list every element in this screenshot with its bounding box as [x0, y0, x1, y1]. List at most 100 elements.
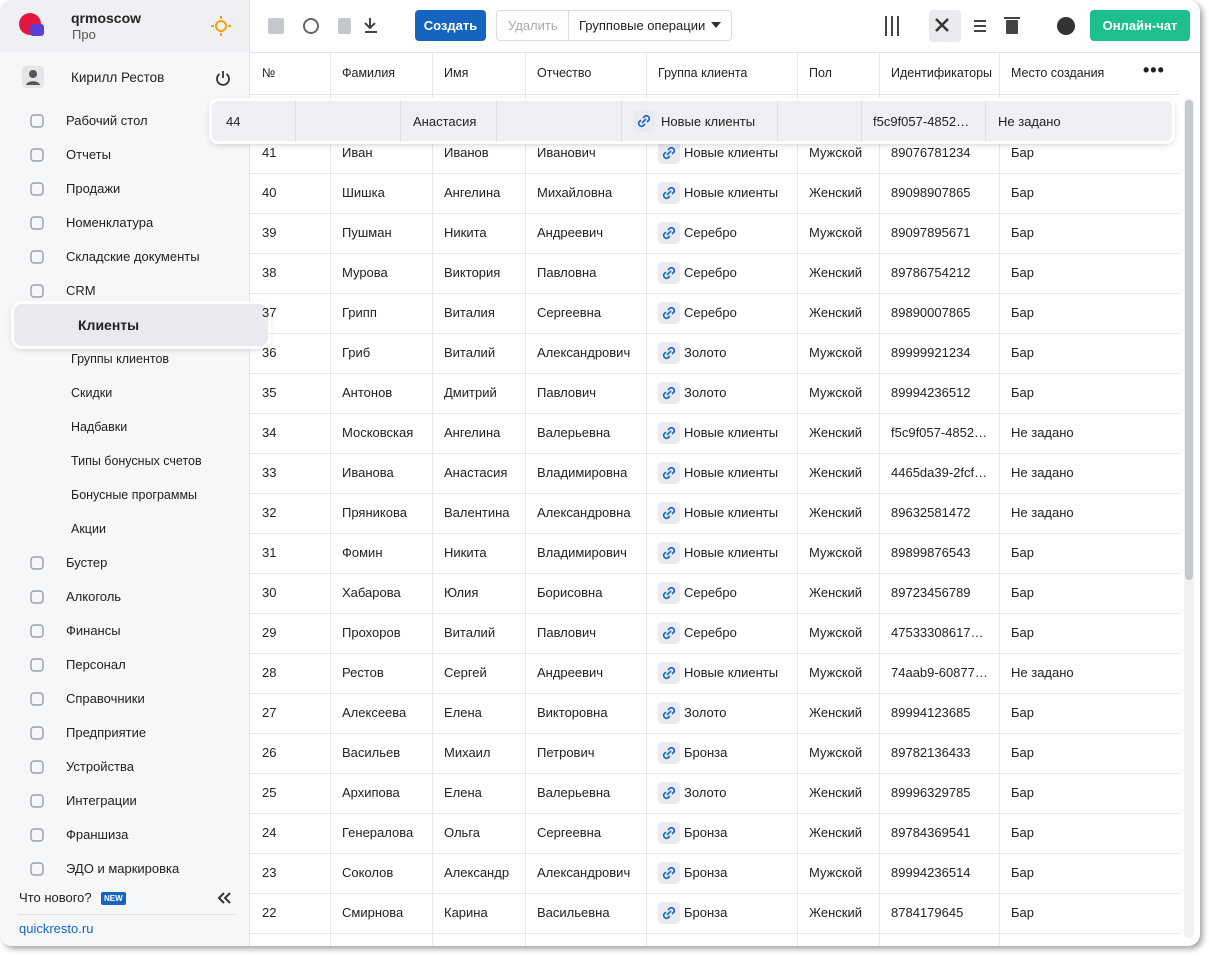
active-nav-item[interactable]	[14, 304, 268, 346]
link-icon[interactable]	[658, 302, 680, 324]
table-cell: 38	[262, 265, 277, 280]
table-cell: Никита	[444, 225, 487, 240]
nav-subitem[interactable]: Типы бонусных счетов	[71, 454, 202, 468]
nav-item[interactable]: Франшиза	[66, 827, 129, 842]
column-header[interactable]: Фамилия	[342, 66, 396, 80]
right-icons[interactable]	[880, 13, 1080, 39]
link-icon[interactable]	[658, 662, 680, 684]
table-cell: Бар	[1011, 785, 1034, 800]
user-name: Кирилл Рестов	[71, 70, 165, 85]
theme-icon[interactable]	[210, 15, 232, 37]
nav-subitem-active[interactable]: Клиенты	[78, 317, 140, 333]
link-icon[interactable]	[658, 262, 680, 284]
nav-item[interactable]: ЭДО и маркировка	[66, 861, 180, 876]
column-header[interactable]: Идентификаторы	[891, 66, 993, 80]
active-tool[interactable]	[929, 10, 961, 42]
toolbar-icons[interactable]	[265, 15, 405, 37]
column-header[interactable]: Группа клиента	[658, 66, 748, 80]
nav-item[interactable]: Продажи	[66, 181, 121, 196]
table-cell: 27	[262, 705, 277, 720]
nav-item[interactable]: Номенклатура	[66, 215, 154, 230]
link-icon[interactable]	[633, 110, 655, 132]
table-cell: 41	[262, 145, 277, 160]
group-ops-label[interactable]: Групповые операции	[579, 18, 706, 33]
dragged-row[interactable]	[212, 101, 1172, 141]
nav-icon	[30, 862, 44, 876]
column-header[interactable]: Отчество	[537, 66, 592, 80]
row-divider	[250, 733, 1180, 734]
nav-item[interactable]: Устройства	[66, 759, 135, 774]
link-icon[interactable]	[658, 222, 680, 244]
nav-subitem[interactable]: Надбавки	[71, 420, 128, 434]
dropdown-caret	[711, 22, 721, 28]
nav-item[interactable]: Складские документы	[66, 249, 200, 264]
link-icon[interactable]	[658, 502, 680, 524]
logout-icon[interactable]	[215, 70, 231, 86]
link-icon[interactable]	[658, 182, 680, 204]
link-icon[interactable]	[658, 342, 680, 364]
whats-new[interactable]: Что нового?	[19, 890, 92, 905]
nav-icon	[30, 590, 44, 604]
create-button[interactable]	[415, 10, 486, 41]
link-icon[interactable]	[658, 142, 680, 164]
dragged-divider	[861, 101, 862, 141]
link-icon[interactable]	[658, 622, 680, 644]
nav-subitem[interactable]: Бонусные программы	[71, 488, 198, 502]
nav-item[interactable]: Персонал	[66, 657, 126, 672]
site-link[interactable]: quickresto.ru	[19, 921, 94, 936]
link-icon[interactable]	[658, 382, 680, 404]
column-header[interactable]: №	[262, 66, 276, 80]
link-icon[interactable]	[658, 542, 680, 564]
delete-label[interactable]: Удалить	[508, 18, 558, 33]
column-menu[interactable]: •••	[1143, 60, 1165, 80]
link-icon[interactable]	[658, 462, 680, 484]
dragged-divider	[777, 101, 778, 141]
link-icon[interactable]	[658, 822, 680, 844]
row-divider	[250, 293, 1180, 294]
table-cell: Васильев	[342, 745, 401, 760]
column-header[interactable]: Имя	[444, 66, 469, 80]
nav-item[interactable]: CRM	[66, 283, 96, 298]
link-icon[interactable]	[658, 902, 680, 924]
create-label[interactable]: Создать	[423, 18, 478, 33]
table-cell: 23	[262, 865, 277, 880]
nav-item[interactable]: Справочники	[66, 691, 145, 706]
nav-item[interactable]: Бустер	[66, 555, 108, 570]
nav-subitem[interactable]: Скидки	[71, 386, 113, 400]
table-cell: Золото	[684, 785, 727, 800]
column-header[interactable]: Место создания	[1011, 66, 1105, 80]
table-cell: Прохоров	[342, 625, 401, 640]
row-divider	[250, 613, 1180, 614]
table-cell: Архипова	[342, 785, 400, 800]
chat-button[interactable]	[1090, 10, 1190, 41]
table-cell: Виктория	[444, 265, 501, 280]
table-cell: Валерьевна	[537, 425, 611, 440]
table-cell: Елена	[444, 785, 482, 800]
table-cell: Сергеевна	[537, 825, 602, 840]
dragged-cell: 44	[226, 114, 241, 129]
table-cell: Елена	[444, 705, 482, 720]
link-icon[interactable]	[658, 702, 680, 724]
link-icon[interactable]	[658, 782, 680, 804]
table-cell: Павлович	[537, 385, 597, 400]
table-cell: Ольга	[444, 825, 481, 840]
link-icon[interactable]	[658, 582, 680, 604]
collapse-icon[interactable]	[216, 891, 232, 905]
table-cell: Бар	[1011, 305, 1034, 320]
nav-item[interactable]: Финансы	[66, 623, 121, 638]
nav-subitem[interactable]: Группы клиентов	[71, 352, 170, 366]
nav-subitem[interactable]: Акции	[71, 522, 106, 536]
nav-item[interactable]: Отчеты	[66, 147, 111, 162]
column-header[interactable]: Пол	[809, 66, 832, 80]
link-icon[interactable]	[658, 422, 680, 444]
chat-label[interactable]: Онлайн-чат	[1102, 18, 1178, 33]
row-divider	[250, 253, 1180, 254]
link-icon[interactable]	[658, 742, 680, 764]
table-cell: Бронза	[684, 865, 728, 880]
scroll-thumb[interactable]	[1185, 100, 1193, 580]
link-icon[interactable]	[658, 862, 680, 884]
nav-item[interactable]: Рабочий стол	[66, 113, 148, 128]
nav-item[interactable]: Алкоголь	[66, 589, 122, 604]
nav-item[interactable]: Интеграции	[66, 793, 137, 808]
nav-item[interactable]: Предприятие	[66, 725, 147, 740]
